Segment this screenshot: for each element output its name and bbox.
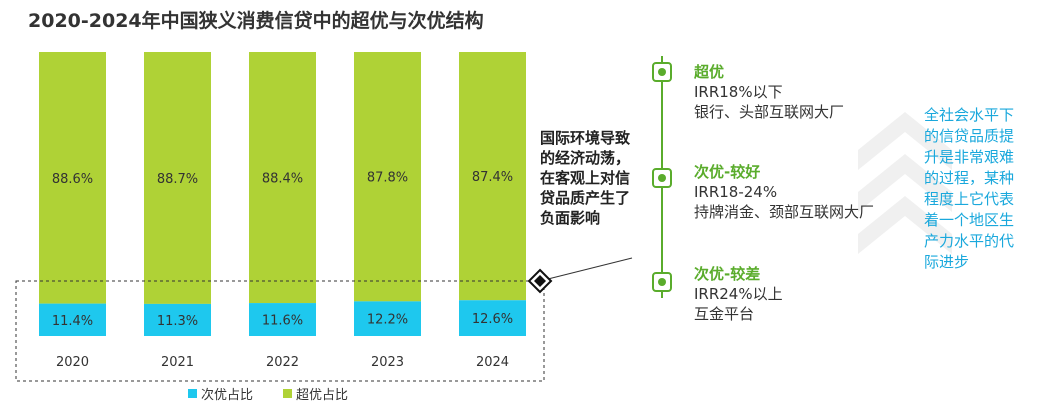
tier-examples: 互金平台 bbox=[694, 305, 755, 323]
data-label-subprime: 12.6% bbox=[472, 312, 513, 327]
legend-item-subprime: 次优占比 bbox=[188, 384, 253, 403]
data-label-subprime: 11.4% bbox=[52, 314, 93, 329]
data-label-subprime: 11.3% bbox=[157, 314, 198, 329]
tier-subprime-better: 次优-较好 IRR18-24% 持牌消金、颈部互联网大厂 bbox=[694, 162, 874, 222]
bar-superior bbox=[459, 52, 526, 301]
tier-name: 超优 bbox=[694, 63, 725, 81]
legend-swatch-subprime bbox=[188, 389, 197, 398]
legend-label-subprime: 次优占比 bbox=[201, 388, 254, 403]
callout-diamond-icon bbox=[527, 268, 553, 294]
tier-examples: 银行、头部互联网大厂 bbox=[694, 103, 845, 121]
legend: 次优占比 超优占比 bbox=[188, 384, 348, 403]
data-label-superior: 88.6% bbox=[52, 172, 93, 187]
tier-range: IRR18-24% bbox=[694, 183, 778, 201]
year-label-group: 2020 2021 2022 2023 2024 bbox=[56, 355, 509, 370]
bar-superior bbox=[249, 52, 316, 304]
tier-marker-icon bbox=[652, 168, 672, 188]
x-tick-label: 2020 bbox=[56, 355, 89, 370]
bar-superior bbox=[354, 52, 421, 302]
legend-swatch-superior bbox=[283, 389, 293, 398]
bar-superior bbox=[144, 52, 211, 304]
data-label-superior: 87.8% bbox=[367, 171, 408, 186]
x-tick-label: 2024 bbox=[476, 355, 509, 370]
side-note: 全社会水平下的信贷品质提升是非常艰难的过程，某种程度上它代表着一个地区生产力水平… bbox=[924, 106, 1015, 271]
bar-subprime bbox=[249, 303, 316, 336]
tier-name: 次优-较好 bbox=[694, 163, 761, 181]
bar-subprime bbox=[39, 303, 106, 336]
data-label-superior: 88.7% bbox=[157, 172, 198, 187]
data-label-superior: 88.4% bbox=[262, 172, 303, 187]
chart-title: 2020-2024年中国狭义消费信贷中的超优与次优结构 bbox=[28, 10, 484, 32]
x-tick-label: 2022 bbox=[266, 355, 299, 370]
bar-subprime bbox=[354, 301, 421, 336]
data-label-superior: 87.4% bbox=[472, 170, 513, 185]
legend-item-superior: 超优占比 bbox=[283, 384, 348, 403]
tier-superior: 超优 IRR18%以下 银行、头部互联网大厂 bbox=[694, 62, 844, 122]
tier-examples: 持牌消金、颈部互联网大厂 bbox=[694, 203, 875, 221]
tier-marker-icon bbox=[652, 62, 672, 82]
bar-subprime bbox=[144, 303, 211, 336]
bar-group bbox=[39, 52, 526, 336]
tier-subprime-worse: 次优-较差 IRR24%以上 互金平台 bbox=[694, 264, 783, 324]
legend-label-superior: 超优占比 bbox=[296, 388, 349, 403]
tier-range: IRR24%以上 bbox=[694, 285, 783, 303]
subprime-highlight-box bbox=[15, 280, 545, 382]
bar-label-group: 88.6% 11.4% 88.7% 11.3% 88.4% 11.6% 87.8% 12.2%… bbox=[52, 170, 513, 329]
callout-connector bbox=[539, 257, 633, 282]
x-tick-label: 2023 bbox=[371, 355, 404, 370]
data-label-subprime: 11.6% bbox=[262, 314, 303, 329]
bar-superior bbox=[39, 52, 106, 304]
data-label-subprime: 12.2% bbox=[367, 313, 408, 328]
tier-marker-icon bbox=[652, 272, 672, 292]
callout-text: 国际环境导致的经济动荡，在客观上对信贷品质产生了负面影响 bbox=[540, 129, 631, 227]
tier-range: IRR18%以下 bbox=[694, 83, 783, 101]
tier-name: 次优-较差 bbox=[694, 265, 761, 283]
bar-subprime bbox=[459, 300, 526, 336]
x-tick-label: 2021 bbox=[161, 355, 194, 370]
decorative-chevrons bbox=[858, 112, 952, 254]
